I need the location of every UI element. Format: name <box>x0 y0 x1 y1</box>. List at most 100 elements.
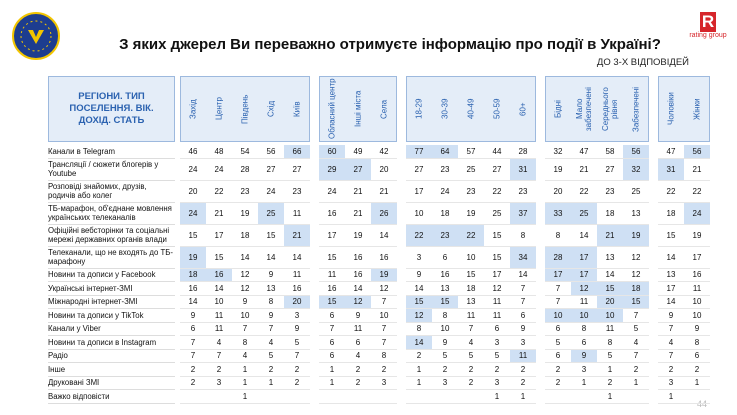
cell: 4 <box>206 336 232 350</box>
cell: 18 <box>458 282 484 296</box>
cell: 21 <box>345 181 371 203</box>
cell <box>571 390 597 404</box>
cell: 8 <box>371 350 397 363</box>
cell: 2 <box>284 363 310 377</box>
cell: 15 <box>432 295 458 309</box>
cell: 3 <box>371 377 397 390</box>
cell: 11 <box>345 323 371 336</box>
column-header: Бідні <box>553 100 563 118</box>
cell: 7 <box>284 350 310 363</box>
cell: 13 <box>597 247 623 269</box>
cell: 11 <box>571 296 597 309</box>
cell: 60 <box>319 145 345 159</box>
cell: 8 <box>545 225 571 247</box>
cell: 21 <box>684 159 710 181</box>
logo-text: rating group <box>689 32 727 39</box>
cell: 32 <box>623 158 649 181</box>
cell: 1 <box>232 363 258 377</box>
cell: 6 <box>319 350 345 363</box>
cell: 15 <box>484 225 510 247</box>
cell: 17 <box>545 268 571 282</box>
cell: 4 <box>658 336 684 350</box>
cell: 18 <box>597 203 623 225</box>
cell: 7 <box>458 323 484 336</box>
cell: 17 <box>571 268 597 282</box>
group-header <box>180 76 310 142</box>
cell: 7 <box>510 296 536 309</box>
cell: 66 <box>284 145 310 159</box>
row-label: Канали в Telegram <box>48 145 175 159</box>
row-label: Українські інтернет-ЗМІ <box>48 282 175 296</box>
cell: 32 <box>545 145 571 159</box>
cell: 12 <box>623 247 649 269</box>
cell: 1 <box>623 377 649 390</box>
cell: 2 <box>458 377 484 390</box>
cell: 21 <box>345 203 371 225</box>
cell: 27 <box>284 159 310 181</box>
cell: 2 <box>284 377 310 390</box>
cell: 64 <box>432 145 458 159</box>
cell: 6 <box>432 247 458 269</box>
cell: 25 <box>623 181 649 203</box>
group-header <box>545 76 649 142</box>
cell: 17 <box>658 282 684 296</box>
cell: 18 <box>232 225 258 247</box>
logo-mark: R <box>700 12 716 32</box>
column-header: Схід <box>266 100 276 118</box>
cell: 16 <box>371 247 397 269</box>
cell: 33 <box>545 202 571 225</box>
column-header: 60+ <box>518 102 528 116</box>
cell: 16 <box>345 247 371 269</box>
cell: 6 <box>545 350 571 363</box>
cell: 14 <box>371 225 397 247</box>
cell: 17 <box>571 246 597 269</box>
cell: 7 <box>623 350 649 363</box>
cell: 19 <box>623 224 649 247</box>
row-label: Важко відповісти <box>48 390 175 404</box>
cell: 15 <box>180 225 206 247</box>
cell: 17 <box>406 181 432 203</box>
cell: 24 <box>319 181 345 203</box>
cell: 18 <box>180 268 206 282</box>
cell: 23 <box>432 159 458 181</box>
cell: 25 <box>458 159 484 181</box>
column-header: Чоловіки <box>666 92 676 126</box>
cell: 27 <box>597 159 623 181</box>
cell: 5 <box>458 350 484 363</box>
cell: 6 <box>319 336 345 350</box>
row-label: Телеканали, що не входять до ТБ-марафону <box>48 247 175 269</box>
cell: 31 <box>658 158 684 181</box>
cell: 1 <box>319 377 345 390</box>
cell: 26 <box>371 202 397 225</box>
row-label: Новини та дописи в Instagram <box>48 336 175 350</box>
cell: 16 <box>432 269 458 282</box>
row-label: Розповіді знайомих, друзів, родичів або … <box>48 181 175 203</box>
cell: 11 <box>484 309 510 323</box>
group-header <box>406 76 536 142</box>
cell: 9 <box>406 269 432 282</box>
cell: 11 <box>458 309 484 323</box>
cell: 5 <box>597 350 623 363</box>
cell: 23 <box>284 181 310 203</box>
cell <box>284 390 310 404</box>
cell <box>258 390 284 404</box>
cell: 11 <box>319 269 345 282</box>
cell: 1 <box>406 377 432 390</box>
cell: 6 <box>484 323 510 336</box>
cell: 23 <box>510 181 536 203</box>
cell: 3 <box>284 309 310 323</box>
cell <box>684 390 710 404</box>
cell: 9 <box>284 323 310 336</box>
column-header: Середнього рівня <box>601 87 619 131</box>
cell: 16 <box>180 282 206 296</box>
cell: 2 <box>458 363 484 377</box>
cell: 21 <box>371 181 397 203</box>
cell: 7 <box>545 296 571 309</box>
cell: 2 <box>545 363 571 377</box>
cell: 1 <box>232 390 258 404</box>
cell: 22 <box>484 181 510 203</box>
cell: 3 <box>484 377 510 390</box>
cell: 19 <box>345 225 371 247</box>
cell: 6 <box>345 336 371 350</box>
cell: 9 <box>684 323 710 336</box>
